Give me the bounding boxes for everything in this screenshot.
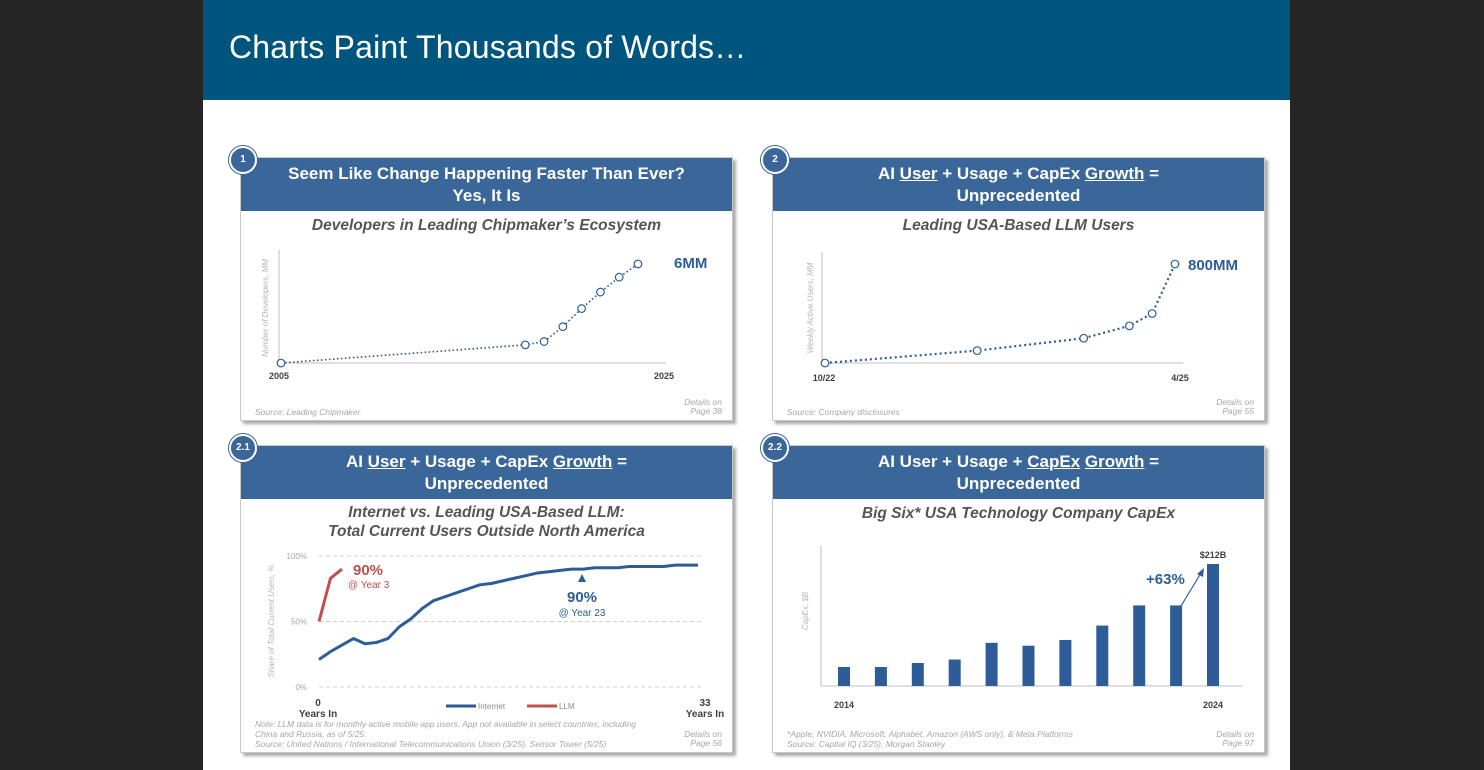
- x-tick-label: 2025: [654, 371, 674, 381]
- series-line: [280, 263, 639, 364]
- x-axis-label: Years In: [299, 709, 337, 720]
- annotation-arrow: [578, 574, 586, 582]
- header-line-1: AI User + Usage + CapEx Growth =: [877, 451, 1160, 471]
- slide: Charts Paint Thousands of Words… Seem Li…: [203, 0, 1290, 770]
- data-point: [820, 358, 830, 368]
- slide-title: Charts Paint Thousands of Words…: [229, 29, 747, 65]
- data-point: [577, 304, 587, 313]
- x-tick-label: 2005: [269, 371, 289, 381]
- chart-internet-vs-llm: 0% 50% 100% Share of Total Current Users, %…: [267, 552, 724, 720]
- x-tick-label: 10/22: [813, 373, 836, 383]
- growth-arrow-head: [1197, 568, 1204, 577]
- details-ref: Details on Page 55: [1216, 397, 1254, 416]
- title-bar: Charts Paint Thousands of Words…: [203, 0, 1290, 100]
- internet-annotation-value: 90%: [567, 589, 597, 606]
- header-line-1: Seem Like Change Happening Faster Than E…: [288, 163, 685, 183]
- value-annotation: 800MM: [1188, 257, 1238, 274]
- panel-header: AI User + Usage + CapEx Growth = Unprece…: [773, 158, 1264, 211]
- growth-arrow: [1180, 572, 1202, 607]
- data-point: [1170, 259, 1180, 269]
- panel-header: Seem Like Change Happening Faster Than E…: [241, 158, 732, 211]
- bar: [1133, 605, 1146, 686]
- data-point: [520, 340, 530, 350]
- source-note: Source: Leading Chipmaker: [255, 407, 361, 417]
- bar: [911, 662, 924, 686]
- panel-badge-2-1: 2.1: [229, 434, 257, 462]
- source-note: *Apple, NVIDIA, Microsoft, Alphabet, Ama…: [787, 729, 1073, 749]
- bar: [838, 667, 850, 686]
- y-axis-label: Number of Developers, MM: [261, 259, 270, 357]
- x-axis-label: Years In: [686, 709, 724, 720]
- data-point: [972, 346, 982, 356]
- x-tick-label: 2024: [1203, 700, 1223, 710]
- y-axis-label: CapEx, $B: [801, 591, 810, 630]
- bar: [874, 667, 887, 686]
- data-point: [1147, 309, 1157, 318]
- chart-developers: Number of Developers, MM 2005 2025 6MM: [261, 250, 707, 381]
- header-line-2: Unprecedented: [956, 185, 1081, 205]
- panel-badge-2: 2: [761, 146, 789, 174]
- llm-annotation-label: @ Year 3: [348, 580, 390, 591]
- x-tick-label: 2014: [834, 700, 854, 710]
- bar: [1096, 625, 1109, 686]
- chart-subtitle: Leading USA-Based LLM Users: [902, 217, 1135, 234]
- series-line: [824, 263, 1176, 365]
- legend-label-internet: Internet: [478, 702, 506, 711]
- bar: [1022, 645, 1035, 686]
- data-point: [614, 272, 624, 282]
- value-annotation: 6MM: [674, 255, 707, 272]
- details-ref: Details on Page 97: [1216, 729, 1254, 748]
- bar: [1170, 605, 1183, 686]
- bar: [985, 642, 998, 686]
- data-point: [596, 287, 605, 297]
- data-point: [539, 337, 549, 346]
- x-tick-label: 0: [315, 698, 321, 709]
- details-ref: Details on Page 38: [684, 397, 722, 416]
- y-axis-label: Share of Total Current Users, %: [267, 564, 276, 677]
- header-line-2: Unprecedented: [424, 473, 549, 493]
- panel-header: AI User + Usage + CapEx Growth = Unprece…: [773, 446, 1264, 499]
- legend-label-llm: LLM: [559, 702, 575, 711]
- y-tick-label: 50%: [291, 618, 307, 627]
- chart-subtitle: Internet vs. Leading USA-Based LLM: Total…: [328, 504, 645, 540]
- y-tick-label: 0%: [295, 683, 307, 692]
- bar: [948, 659, 961, 686]
- chart-note: Note: LLM data is for monthly active mob…: [255, 719, 636, 749]
- growth-annotation: +63%: [1146, 571, 1185, 588]
- panel-internet-vs-llm: AI User + Usage + CapEx Growth = Unprece…: [240, 445, 733, 753]
- details-ref: Details on Page 56: [684, 729, 722, 748]
- bar-value-label: $212B: [1200, 550, 1227, 560]
- panel-capex: AI User + Usage + CapEx Growth = Unprece…: [772, 445, 1265, 753]
- chart-subtitle: Big Six* USA Technology Company CapEx: [861, 505, 1176, 522]
- x-tick-label: 33: [699, 698, 711, 709]
- series-line-internet: [318, 563, 698, 661]
- llm-annotation-value: 90%: [353, 562, 383, 579]
- data-point: [1124, 321, 1134, 331]
- x-tick-label: 4/25: [1171, 373, 1189, 383]
- panel-badge-1: 1: [229, 146, 257, 174]
- panel-llm-users: AI User + Usage + CapEx Growth = Unprece…: [772, 157, 1265, 421]
- data-point: [1079, 333, 1089, 343]
- data-point: [558, 322, 568, 332]
- y-tick-label: 100%: [287, 552, 307, 561]
- header-line-1: AI User + Usage + CapEx Growth =: [877, 163, 1160, 183]
- bar: [1207, 564, 1219, 686]
- chart-capex: CapEx, $B $212B +63% 2014 2024: [801, 546, 1243, 710]
- series-line-llm: [317, 567, 343, 622]
- chart-llm-users: Weekly Active Users, MM 10/22 4/25 800MM: [806, 252, 1238, 383]
- panel-badge-2-2: 2.2: [761, 434, 789, 462]
- source-note: Source: Company disclosures: [787, 407, 900, 417]
- header-line-1: AI User + Usage + CapEx Growth =: [345, 451, 628, 471]
- header-line-2: Yes, It Is: [452, 185, 521, 205]
- bar: [1059, 639, 1072, 686]
- data-point: [633, 259, 643, 269]
- panel-header: AI User + Usage + CapEx Growth = Unprece…: [241, 446, 732, 499]
- panel-developers: Seem Like Change Happening Faster Than E…: [240, 157, 733, 421]
- internet-annotation-label: @ Year 23: [559, 608, 606, 619]
- header-line-2: Unprecedented: [956, 473, 1081, 493]
- y-axis-label: Weekly Active Users, MM: [806, 262, 815, 353]
- data-point: [276, 358, 286, 368]
- chart-subtitle: Developers in Leading Chipmaker’s Ecosys…: [311, 217, 662, 234]
